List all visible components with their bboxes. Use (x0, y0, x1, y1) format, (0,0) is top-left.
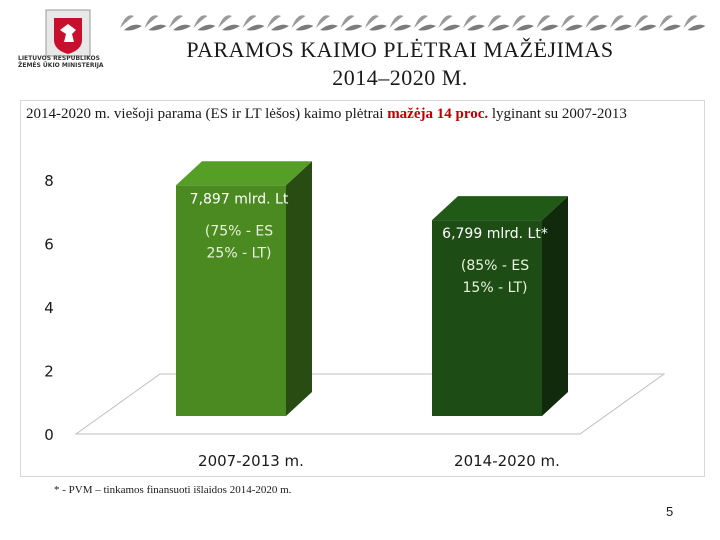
y-tick-label: 8 (44, 172, 54, 190)
bar-1 (176, 161, 312, 416)
ornament-leaf (365, 15, 379, 28)
page-number: 5 (666, 504, 674, 519)
ornament-leaf (540, 24, 559, 31)
bar-top (432, 196, 568, 221)
ornament-leaf (271, 24, 289, 31)
ornament-leaf (173, 24, 191, 31)
bar-data-label: 6,799 mlrd. Lt* (442, 226, 548, 242)
ornament-leaf (344, 24, 363, 31)
slide-title-line2: 2014–2020 M. (332, 65, 468, 90)
ornament-leaf (467, 24, 485, 31)
ornament-leaf (683, 15, 698, 28)
ornament-leaf (561, 15, 575, 28)
bar-annotation: 25% - LT) (207, 245, 272, 261)
y-tick-label: 6 (44, 236, 54, 254)
ornament-leaf (687, 24, 706, 31)
ornament-leaf (291, 15, 306, 28)
bar-front (432, 220, 542, 416)
slide-title: PARAMOS KAIMO PLĖTRAI MAŽĖJIMAS 2014–202… (150, 36, 650, 92)
bar-top (176, 161, 312, 186)
bar-data-label: 7,897 mlrd. Lt (190, 191, 289, 207)
ornament-leaf (393, 24, 412, 31)
ministry-name: LIETUVOS RESPUBLIKOS ŽEMĖS ŪKIO MINISTER… (18, 55, 118, 69)
ministry-logo (45, 9, 91, 57)
x-category-label: 2014-2020 m. (454, 452, 560, 470)
y-tick-label: 4 (44, 299, 54, 317)
y-tick-label: 2 (44, 363, 54, 381)
ornament-leaf (418, 24, 436, 31)
subtitle-highlight: mažėja 14 proc. (387, 106, 489, 122)
ornament-leaf (414, 15, 428, 28)
ornament-leaf (148, 24, 167, 31)
ornament-leaf (463, 15, 477, 28)
y-tick-label: 0 (44, 426, 54, 444)
ornament-leaf (369, 24, 387, 31)
bar-front (176, 185, 286, 416)
ornament-leaf (124, 24, 142, 31)
ornament-leaf (491, 24, 510, 31)
ornament-leaf (242, 15, 257, 28)
ornament-leaf (536, 15, 551, 28)
ornament-leaf (565, 24, 583, 31)
bar-annotation: 15% - LT) (463, 280, 528, 296)
ornament-leaf (246, 24, 265, 31)
ornament-leaf (614, 24, 632, 31)
ornament-leaf (438, 15, 453, 28)
ornament-leaf (295, 24, 314, 31)
chart-floor (74, 373, 666, 435)
ornament-leaf (516, 24, 534, 31)
subtitle-prefix: 2014-2020 m. viešoji parama (ES ir LT lė… (26, 106, 388, 122)
ornament-leaf (193, 15, 208, 28)
ornament-leaf (659, 15, 673, 28)
ornament-leaf (634, 15, 649, 28)
decorative-ornament-band (120, 15, 706, 31)
ornament-leaf (610, 15, 624, 28)
ornament-leaf (316, 15, 330, 28)
x-category-label: 2007-2013 m. (198, 452, 304, 470)
ornament-leaf (340, 15, 355, 28)
footnote: * - PVM – tinkamos finansuoti išlaidos 2… (54, 484, 292, 496)
bar-annotation: (85% - ES (461, 258, 529, 274)
ornament-leaf (589, 24, 608, 31)
chart-subtitle: 2014-2020 m. viešoji parama (ES ir LT lė… (26, 106, 706, 123)
bar-annotation: (75% - ES (205, 223, 273, 239)
ministry-line2: ŽEMĖS ŪKIO MINISTERIJA (18, 62, 104, 69)
ornament-leaf (218, 15, 232, 28)
ornament-leaf (197, 24, 216, 31)
slide-title-line1: PARAMOS KAIMO PLĖTRAI MAŽĖJIMAS (186, 37, 614, 62)
ornament-leaf (638, 24, 657, 31)
ornament-leaf (222, 24, 240, 31)
ornament-leaf (320, 24, 338, 31)
ornament-leaf (442, 24, 461, 31)
ornament-leaf (169, 15, 183, 28)
ornament-leaf (512, 15, 526, 28)
ornament-leaf (487, 15, 502, 28)
ornament-leaf (120, 15, 134, 28)
bar-2 (432, 196, 568, 416)
ornament-leaf (267, 15, 281, 28)
ministry-line1: LIETUVOS RESPUBLIKOS (18, 55, 100, 62)
ornament-leaf (389, 15, 404, 28)
ornament-leaf (585, 15, 600, 28)
ornament-leaf (663, 24, 681, 31)
ornament-leaf (144, 15, 159, 28)
subtitle-suffix: lyginant su 2007-2013 (488, 106, 627, 122)
